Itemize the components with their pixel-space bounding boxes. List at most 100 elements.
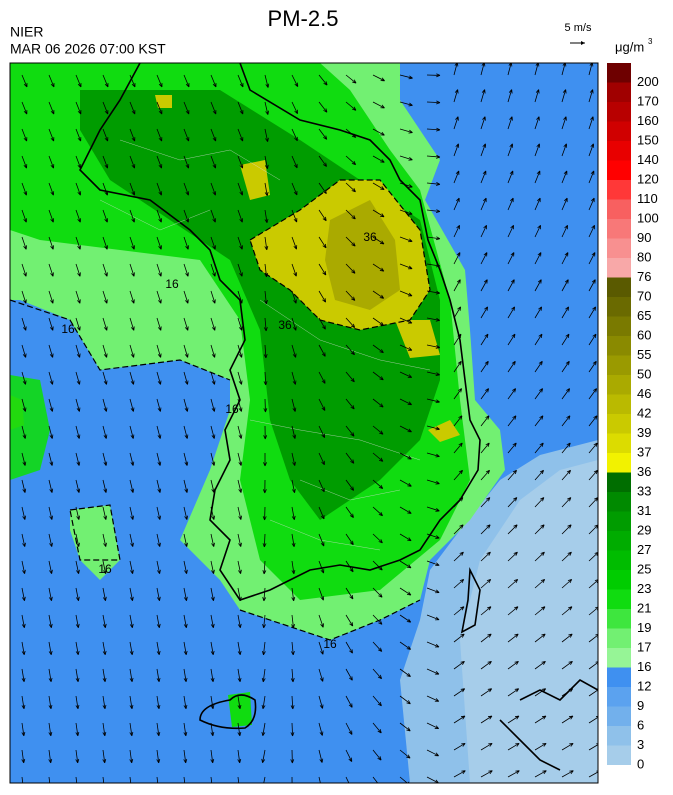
- wind-arrow: [264, 101, 269, 115]
- wind-arrow: [318, 776, 321, 783]
- wind-arrow: [399, 587, 412, 596]
- colorbar-label: 25: [637, 561, 651, 576]
- wind-scale-arrow: [570, 41, 585, 45]
- wind-arrow: [534, 360, 543, 373]
- wind-arrow: [399, 614, 412, 623]
- wind-arrow: [561, 660, 573, 670]
- wind-arrow: [345, 614, 354, 627]
- colorbar-label: 16: [637, 659, 651, 674]
- wind-arrow: [291, 614, 295, 629]
- wind-arrow: [453, 469, 463, 481]
- wind-arrow: [507, 116, 513, 130]
- wind-arrow: [183, 317, 189, 331]
- wind-arrow: [291, 398, 297, 412]
- wind-arrow: [561, 688, 574, 697]
- wind-arrow: [156, 452, 162, 466]
- colorbar-block: [607, 745, 631, 765]
- wind-arrow: [588, 415, 598, 427]
- wind-arrow: [291, 290, 297, 304]
- wind-arrow: [210, 209, 216, 223]
- wind-arrow: [48, 317, 54, 331]
- wind-arrow: [507, 660, 519, 670]
- wind-arrow: [426, 668, 440, 675]
- wind-arrow: [210, 101, 217, 115]
- wind-arrow: [48, 236, 54, 250]
- wind-arrow: [291, 560, 296, 575]
- wind-arrow: [345, 506, 354, 518]
- wind-arrow: [480, 770, 493, 778]
- wind-arrow: [399, 236, 413, 243]
- wind-arrow: [21, 425, 27, 439]
- colorbar-label: 170: [637, 93, 659, 108]
- wind-arrow: [183, 425, 189, 439]
- wind-arrow: [237, 425, 243, 439]
- wind-arrow: [102, 344, 108, 358]
- wind-arrow: [507, 524, 518, 535]
- wind-arrow: [561, 388, 571, 400]
- wind-arrow: [183, 155, 190, 169]
- wind-arrow: [318, 155, 327, 167]
- wind-arrow: [237, 722, 242, 737]
- wind-arrow: [262, 587, 267, 602]
- wind-arrow: [102, 695, 107, 710]
- wind-arrow: [183, 101, 190, 115]
- wind-arrow: [426, 560, 440, 566]
- wind-arrow: [588, 606, 598, 616]
- wind-arrow: [318, 695, 324, 709]
- wind-arrow: [156, 182, 163, 196]
- wind-arrow: [372, 722, 382, 734]
- wind-arrow: [75, 668, 80, 683]
- wind-arrow: [102, 425, 108, 439]
- wind-arrow: [210, 263, 216, 277]
- colorbar-label: 110: [637, 191, 658, 206]
- wind-arrow: [399, 128, 413, 134]
- wind-arrow: [507, 170, 514, 184]
- wind-arrow: [21, 452, 27, 466]
- wind-arrow: [291, 263, 297, 277]
- wind-arrow: [399, 263, 413, 270]
- wind-arrow: [318, 668, 324, 682]
- wind-arrow: [480, 415, 490, 427]
- wind-arrow: [480, 116, 486, 130]
- high-region: [428, 420, 460, 442]
- wind-arrow: [426, 695, 440, 702]
- colorbar-block: [607, 394, 631, 414]
- wind-arrow: [48, 560, 53, 574]
- high-region: [155, 95, 172, 108]
- wind-arrow: [102, 317, 108, 331]
- colorbar-label: 140: [637, 152, 659, 167]
- colorbar-label: 60: [637, 327, 651, 342]
- wind-arrow: [156, 398, 162, 412]
- wind-arrow: [588, 252, 596, 265]
- wind-arrow: [534, 606, 546, 616]
- colorbar-label: 160: [637, 113, 659, 128]
- wind-arrow: [183, 371, 189, 385]
- wind-arrow: [507, 606, 519, 616]
- wind-arrow: [48, 182, 55, 196]
- wind-arrow: [561, 197, 568, 211]
- wind-arrow: [399, 425, 412, 433]
- wind-arrow: [156, 425, 162, 439]
- wind-arrow: [318, 236, 327, 249]
- colorbar-label: 27: [637, 542, 651, 557]
- colorbar-label: 3: [637, 737, 644, 752]
- wind-arrow: [237, 614, 242, 628]
- wind-arrow: [480, 524, 491, 535]
- wind-arrow: [561, 442, 571, 454]
- wind-arrow: [156, 290, 162, 304]
- wind-arrow: [507, 306, 516, 319]
- wind-arrow: [290, 749, 295, 764]
- colorbar-label: 55: [637, 347, 651, 362]
- colorbar-block: [607, 472, 631, 492]
- wind-arrow: [261, 668, 266, 683]
- wind-arrow: [156, 695, 161, 710]
- wind-arrow: [561, 606, 573, 616]
- wind-arrow: [399, 209, 413, 215]
- wind-arrow: [399, 398, 412, 406]
- colorbar-label: 65: [637, 308, 651, 323]
- wind-arrow: [318, 263, 327, 276]
- wind-arrow: [291, 776, 293, 783]
- wind-arrow: [237, 182, 244, 196]
- wind-arrow: [399, 506, 412, 514]
- wind-arrow: [561, 469, 571, 481]
